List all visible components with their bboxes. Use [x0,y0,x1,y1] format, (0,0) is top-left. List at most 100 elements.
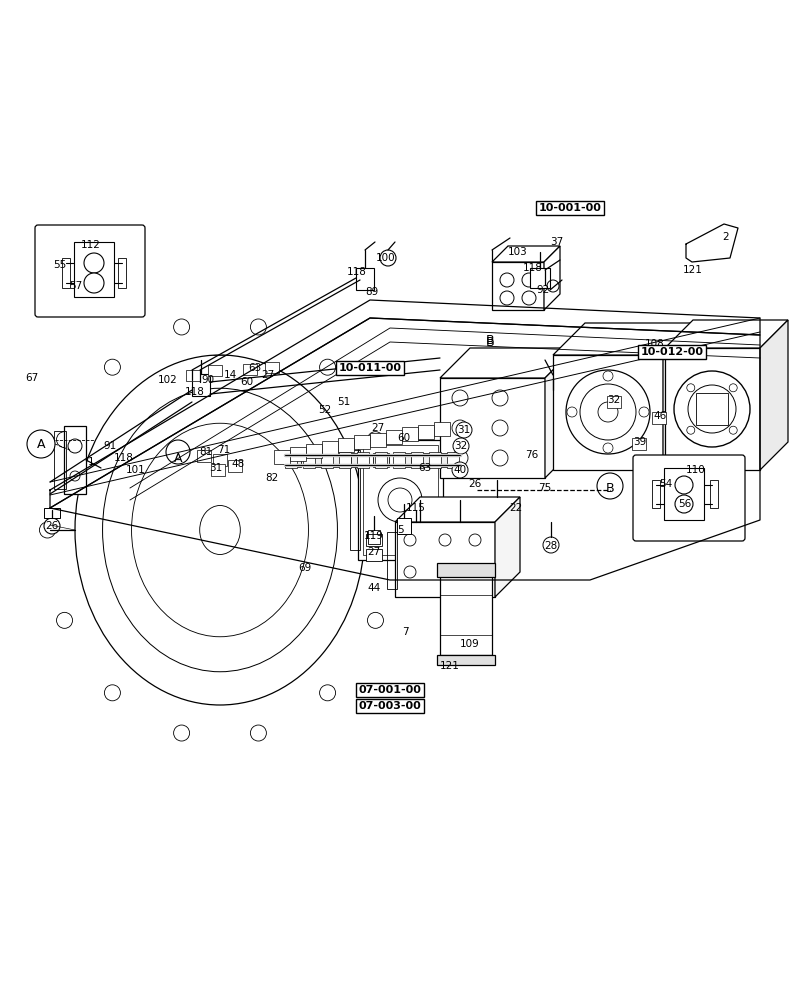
Text: 26: 26 [468,479,482,489]
Circle shape [385,522,401,538]
Text: 5: 5 [397,525,403,535]
Text: 118: 118 [114,453,134,463]
Text: 1: 1 [88,457,94,467]
Bar [356,268,374,290]
Text: 31: 31 [457,425,470,435]
Polygon shape [492,246,560,262]
Bar [44,508,60,518]
Bar [351,453,367,467]
FancyBboxPatch shape [633,455,745,541]
Bar [665,348,760,470]
Bar [375,452,387,468]
Bar [285,453,301,467]
Bar [208,365,222,376]
Text: 103: 103 [508,247,528,257]
Text: 31: 31 [209,463,223,473]
Bar [437,563,495,577]
Text: B: B [606,482,615,494]
Circle shape [56,432,73,448]
Polygon shape [663,323,695,470]
Text: 22: 22 [509,503,523,513]
Text: 32: 32 [455,441,467,451]
Text: 115: 115 [406,503,426,513]
Bar [664,468,704,520]
Ellipse shape [102,388,337,672]
Bar [366,549,382,561]
Bar [437,655,495,665]
Text: 100: 100 [376,253,396,263]
Text: 119: 119 [364,531,384,541]
Polygon shape [495,497,520,597]
Bar [211,464,225,476]
Text: 118: 118 [347,267,367,277]
Text: 14: 14 [223,370,237,380]
Bar [290,447,306,461]
Bar [402,427,418,441]
Text: 54: 54 [660,479,672,489]
Text: 110: 110 [686,465,706,475]
Text: 28: 28 [544,541,558,551]
Polygon shape [440,348,575,378]
Text: 51: 51 [337,397,351,407]
Text: 07-001-00: 07-001-00 [359,685,421,695]
Text: 109: 109 [460,639,480,649]
Circle shape [453,438,469,454]
Text: 60: 60 [241,377,253,387]
Text: 48: 48 [231,459,245,469]
Bar [329,453,345,467]
Bar [439,453,455,467]
Text: B: B [485,336,494,349]
Bar [74,242,114,297]
Bar [553,355,663,470]
Text: 89: 89 [365,287,379,297]
Bar [354,435,370,449]
Bar [386,430,402,444]
Text: 2: 2 [722,232,729,242]
Text: 63: 63 [418,463,432,473]
Bar [243,364,257,375]
Circle shape [320,359,336,375]
Ellipse shape [75,355,365,705]
Circle shape [173,725,189,741]
Text: 63: 63 [249,363,261,373]
Bar [307,453,323,467]
Text: 90: 90 [201,375,215,385]
Text: 44: 44 [367,583,381,593]
Bar [607,396,621,408]
Bar [274,450,290,464]
Text: 81: 81 [200,447,212,457]
Text: 7: 7 [402,627,409,637]
Bar [411,452,423,468]
Text: 57: 57 [70,281,82,291]
Text: 07-003-00: 07-003-00 [359,701,421,711]
Text: A: A [36,438,45,450]
Circle shape [173,319,189,335]
Bar [366,534,382,546]
Circle shape [105,685,120,701]
Bar [197,450,211,462]
Bar [530,268,550,288]
Circle shape [105,359,120,375]
Bar [228,460,242,472]
Bar [54,431,66,489]
Bar [265,362,279,373]
Circle shape [250,725,266,741]
Text: 39: 39 [634,437,646,447]
Circle shape [675,495,693,513]
Bar [368,530,380,544]
Bar [303,452,315,468]
Text: 10-011-00: 10-011-00 [338,363,402,373]
Text: 37: 37 [550,237,564,247]
Bar [192,374,210,396]
Text: 92: 92 [536,285,550,295]
Bar [186,370,200,381]
Bar [440,575,492,655]
Bar [447,452,459,468]
Bar [118,258,126,288]
Text: 46: 46 [653,411,667,421]
Text: B: B [485,334,494,347]
Bar [395,522,495,597]
Text: 76: 76 [525,450,539,460]
Polygon shape [760,320,788,470]
Circle shape [675,476,693,494]
